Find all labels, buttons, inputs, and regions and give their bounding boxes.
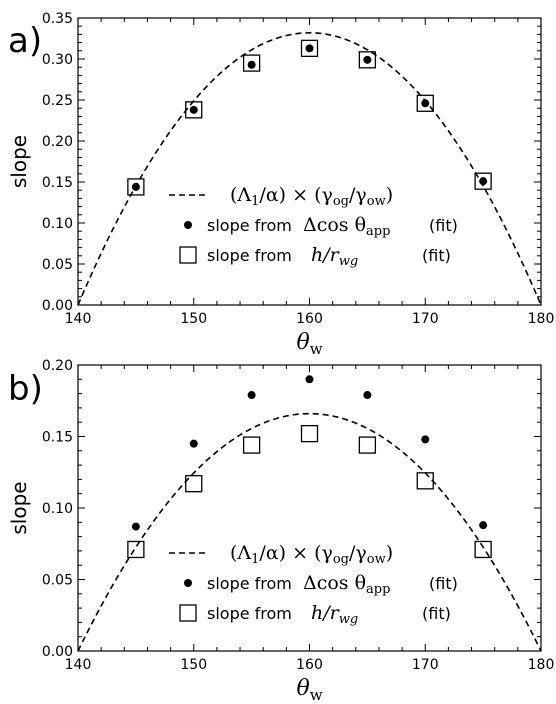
x-tick-label: 160 — [296, 311, 323, 327]
y-tick-label: 0.15 — [42, 430, 73, 446]
panel-label: a) — [8, 21, 42, 61]
legend-square-label: slope from — [207, 604, 292, 623]
y-tick-label: 0.00 — [42, 644, 73, 660]
x-tick-label: 150 — [180, 657, 207, 673]
x-tick-label: 170 — [412, 657, 439, 673]
data-point-square — [242, 54, 261, 72]
data-point-dot — [247, 391, 256, 400]
chart-panel-b: b) 140 150 160 170 180 0.00 0.05 0.10 0.15 0.20 θw s… — [7, 358, 554, 704]
data-point-square — [416, 94, 434, 112]
y-tick-label: 0.25 — [42, 93, 73, 109]
x-axis-label: θw — [296, 330, 322, 358]
data-point-dot — [131, 182, 140, 191]
data-point-dot — [421, 435, 430, 444]
data-point-square — [185, 101, 203, 119]
legend-dot-swatch — [184, 221, 192, 229]
chart-panel-a: a) 140 150 160 170 180 0.00 0.05 0.10 0.15 0.20 0.2… — [7, 11, 554, 358]
data-point-dot — [363, 391, 372, 400]
data-point-square — [185, 475, 203, 493]
legend-square-math: h/rwg — [311, 244, 358, 269]
x-tick-label: 180 — [528, 311, 555, 327]
y-tick-label: 0.15 — [42, 175, 73, 191]
y-axis-label: slope — [7, 481, 31, 534]
x-tick-label: 150 — [180, 311, 207, 327]
legend-dot-label: slope from — [207, 216, 292, 235]
legend-square-label: slope from — [207, 246, 292, 265]
data-point-dot — [131, 522, 140, 531]
data-point-square — [474, 540, 492, 559]
legend-curve-label: (Λ1/α) × (γog/γow) — [230, 184, 393, 209]
legend-dot-fit: (fit) — [429, 574, 458, 593]
data-point-dot — [363, 55, 372, 64]
legend-square-swatch — [179, 604, 197, 622]
data-point-square — [416, 472, 434, 490]
y-tick-label: 0.05 — [42, 573, 73, 589]
plot-frame — [77, 17, 542, 306]
legend-dot-label: slope from — [207, 574, 292, 593]
data-point-dot — [189, 105, 198, 114]
data-point-square — [300, 424, 319, 443]
legend-dot-math: Δcos θapp — [303, 214, 390, 239]
y-tick-label: 0.20 — [42, 358, 73, 374]
x-axis-label: θw — [296, 676, 322, 704]
y-axis-label: slope — [7, 135, 31, 188]
x-tick-label: 180 — [528, 657, 555, 673]
legend-dot-swatch — [184, 579, 192, 587]
data-point-dot — [189, 439, 198, 448]
legend-square-fit: (fit) — [422, 604, 451, 623]
legend-curve-label: (Λ1/α) × (γog/γow) — [230, 542, 393, 567]
data-point-dot — [479, 177, 488, 186]
x-tick-label: 140 — [65, 311, 92, 327]
y-tick-label: 0.35 — [42, 11, 73, 27]
legend-square-fit: (fit) — [422, 246, 451, 265]
panel-label: b) — [8, 369, 43, 409]
theory-curve — [77, 31, 542, 306]
y-tick-label: 0.10 — [42, 216, 73, 232]
x-tick-label: 160 — [296, 657, 323, 673]
theory-curve — [77, 412, 542, 652]
data-point-square — [127, 178, 145, 196]
x-tick-label: 170 — [412, 311, 439, 327]
y-tick-label: 0.10 — [42, 501, 73, 517]
data-point-dot — [305, 375, 314, 384]
legend-square-math: h/rwg — [311, 602, 358, 627]
legend-dot-fit: (fit) — [429, 216, 458, 235]
legend-square-swatch — [179, 246, 197, 264]
legend-dot-math: Δcos θapp — [303, 572, 390, 597]
y-tick-label: 0.00 — [42, 298, 73, 314]
y-tick-label: 0.05 — [42, 257, 73, 273]
data-point-square — [127, 540, 145, 559]
data-point-square — [474, 172, 492, 190]
data-point-dot — [421, 99, 430, 108]
data-point-square — [358, 436, 377, 454]
x-tick-label: 140 — [65, 657, 92, 673]
plot-frame — [77, 364, 542, 652]
data-point-dot — [305, 44, 314, 53]
y-tick-label: 0.20 — [42, 134, 73, 150]
data-point-square — [300, 39, 319, 57]
data-point-dot — [247, 60, 256, 69]
data-point-dot — [479, 521, 488, 530]
data-point-square — [242, 436, 261, 454]
y-tick-label: 0.30 — [42, 52, 73, 68]
data-point-square — [358, 51, 377, 69]
